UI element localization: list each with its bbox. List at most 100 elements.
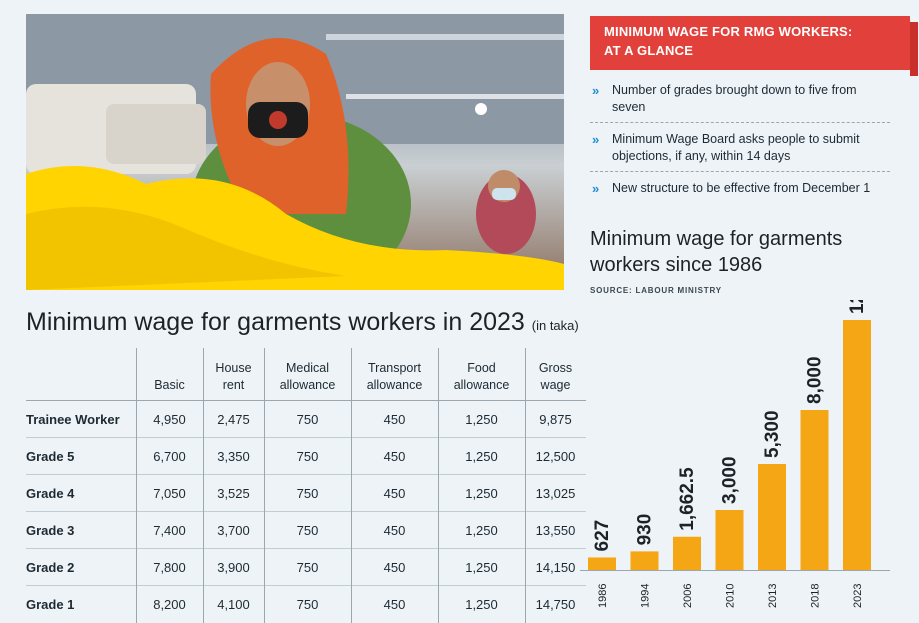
table-title: Minimum wage for garments workers in 202… [26,308,579,337]
header-cell: Transport allowance [350,348,438,401]
table-header-row: Basic House rent Medical allowance Trans… [26,348,586,401]
value-cell: 1,250 [437,437,525,475]
table-title-text: Minimum wage for garments workers in 202… [26,308,525,336]
bar-value-label: 5,300 [762,410,783,458]
glance-item: » New structure to be effective from Dec… [590,178,890,203]
double-chevron-icon: » [592,181,600,196]
grade-cell: Grade 4 [26,474,136,512]
category-label: 1994 [640,584,652,608]
glance-item-text: Minimum Wage Board asks people to submit… [612,132,860,163]
value-cell: 3,700 [202,511,264,549]
glance-heading-line2: AT A GLANCE [604,43,694,58]
value-cell: 450 [350,585,438,623]
value-cell: 3,900 [202,548,264,586]
category-label: 2010 [725,584,737,608]
grade-cell: Grade 2 [26,548,136,586]
category-label: 2013 [767,584,779,608]
double-chevron-icon: » [592,132,600,147]
value-cell: 750 [263,400,351,438]
category-label: 2018 [810,584,822,608]
value-cell: 13,550 [524,511,586,549]
value-cell: 750 [263,511,351,549]
value-cell: 14,750 [524,585,586,623]
value-cell: 14,150 [524,548,586,586]
glance-item: » Number of grades brought down to five … [590,80,890,123]
value-cell: 4,950 [135,400,203,438]
bar-value-label: 3,000 [720,456,741,504]
garment-worker-photo [26,14,564,290]
table-row: Grade 3 7,400 3,700 750 450 1,250 13,550 [26,511,586,549]
value-cell: 12,500 [524,437,586,475]
bar-1994 [630,551,659,570]
bar-2006 [673,536,701,570]
value-cell: 3,525 [202,474,264,512]
value-cell: 1,250 [437,585,525,623]
value-cell: 450 [350,474,438,512]
header-cell: Basic [135,348,203,401]
value-cell: 450 [350,548,438,586]
bar-2010 [715,510,744,570]
category-label: 2006 [682,584,694,608]
table-row: Grade 5 6,700 3,350 750 450 1,250 12,500 [26,437,586,475]
value-cell: 7,800 [135,548,203,586]
glance-list: » Number of grades brought down to five … [590,80,890,209]
bar-value-label: 8,000 [805,356,826,404]
value-cell: 1,250 [437,400,525,438]
value-cell: 750 [263,585,351,623]
value-cell: 4,100 [202,585,264,623]
table-row: Trainee Worker 4,950 2,475 750 450 1,250… [26,400,586,438]
bar-value-label: 1,662.5 [677,467,698,531]
value-cell: 450 [350,511,438,549]
glance-heading-line1: MINIMUM WAGE FOR RMG WORKERS: [604,24,853,39]
header-cell: Gross wage [524,348,586,401]
glance-heading: MINIMUM WAGE FOR RMG WORKERS: AT A GLANC… [590,16,918,76]
value-cell: 13,025 [524,474,586,512]
value-cell: 1,250 [437,474,525,512]
value-cell: 450 [350,437,438,475]
value-cell: 1,250 [437,548,525,586]
glance-item-text: Number of grades brought down to five fr… [612,83,857,114]
category-label: 1986 [597,584,609,608]
chart-title: Minimum wage for garments workers since … [590,228,843,276]
bar-2023 [843,320,871,570]
header-cell: Food allowance [437,348,525,401]
grade-cell: Trainee Worker [26,400,136,438]
bar-2018 [800,410,829,570]
header-cell [26,348,136,401]
chart-source: SOURCE: LABOUR MINISTRY [590,286,722,295]
header-cell: Medical allowance [263,348,351,401]
value-cell: 450 [350,400,438,438]
grade-cell: Grade 3 [26,511,136,549]
photo-illustration [26,14,564,290]
wage-bar-chart: 627 1986 930 1994 1,662.5 2006 3,000 2010 5,300 2… [580,300,890,608]
bar-value-label: 627 [592,520,613,552]
value-cell: 7,050 [135,474,203,512]
value-cell: 750 [263,548,351,586]
value-cell: 7,400 [135,511,203,549]
bar-value-label: 12,500 [847,300,868,314]
header-cell: House rent [202,348,264,401]
value-cell: 1,250 [437,511,525,549]
value-cell: 9,875 [524,400,586,438]
table-unit: (in taka) [531,318,579,333]
grade-cell: Grade 5 [26,437,136,475]
bar-1986 [588,557,616,570]
value-cell: 3,350 [202,437,264,475]
glance-item-text: New structure to be effective from Decem… [612,181,871,195]
bar-value-label: 930 [635,514,656,546]
grade-cell: Grade 1 [26,585,136,623]
value-cell: 2,475 [202,400,264,438]
value-cell: 750 [263,474,351,512]
glance-item: » Minimum Wage Board asks people to subm… [590,129,890,172]
glance-heading-shadow [910,22,918,76]
value-cell: 750 [263,437,351,475]
table-row: Grade 4 7,050 3,525 750 450 1,250 13,025 [26,474,586,512]
value-cell: 8,200 [135,585,203,623]
wage-table: Basic House rent Medical allowance Trans… [26,348,586,623]
bar-2013 [758,464,786,570]
table-row: Grade 1 8,200 4,100 750 450 1,250 14,750 [26,585,586,623]
double-chevron-icon: » [592,83,600,98]
table-row: Grade 2 7,800 3,900 750 450 1,250 14,150 [26,548,586,586]
value-cell: 6,700 [135,437,203,475]
category-label: 2023 [852,584,864,608]
